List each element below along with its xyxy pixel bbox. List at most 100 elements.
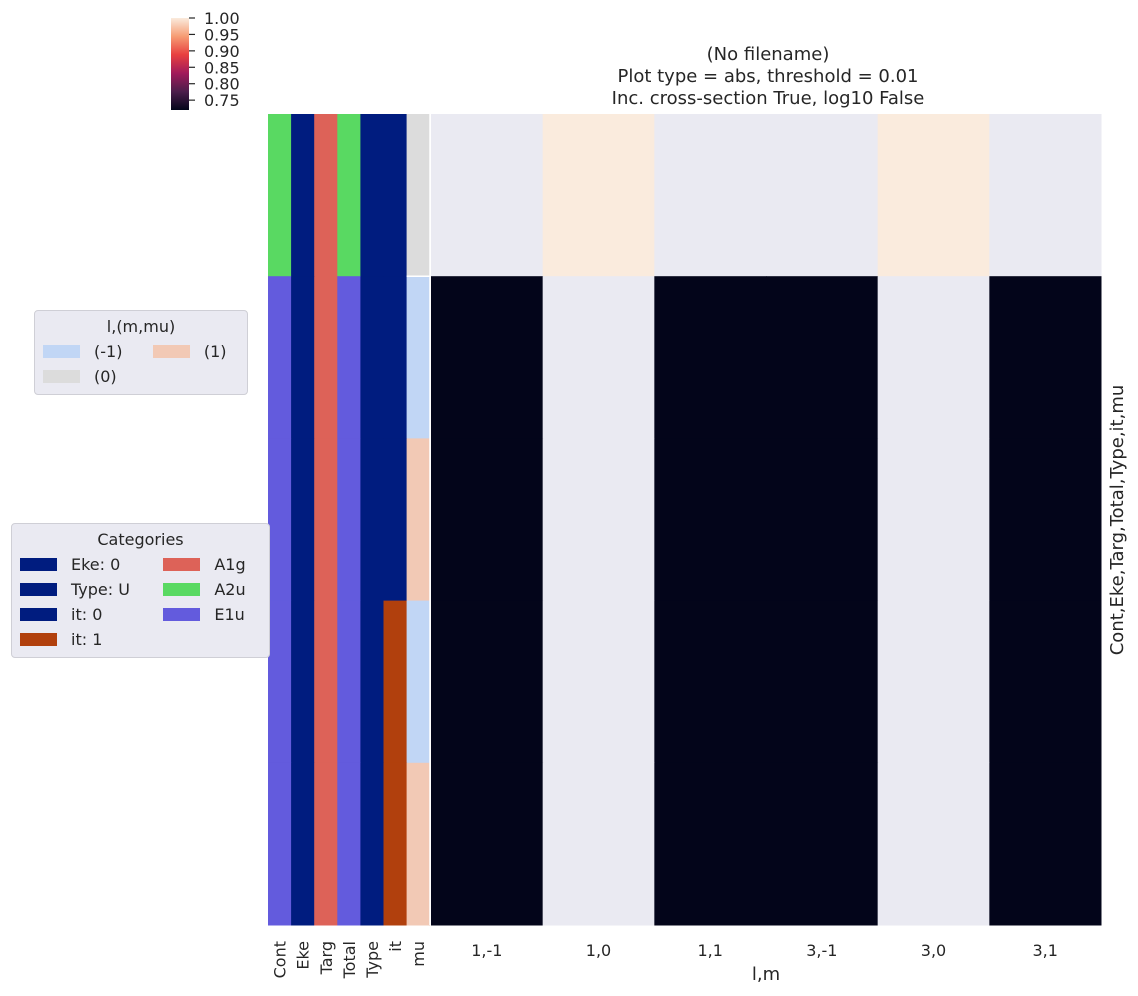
annotation-label: Cont bbox=[271, 941, 290, 978]
legend-categories-swatch bbox=[163, 608, 201, 621]
legend-categories-swatch bbox=[163, 558, 201, 571]
annotation-cell-cont bbox=[268, 600, 292, 764]
legend-lm-label: (-1) bbox=[94, 342, 123, 361]
colorbar-tick-label: 0.85 bbox=[204, 58, 240, 77]
legend-categories-items: Eke: 0 A1g Type: U A2u it: 0 E1u it: 1 bbox=[12, 549, 269, 657]
annotation-cell-total bbox=[337, 438, 361, 602]
chart-title-line-2: Plot type = abs, threshold = 0.01 bbox=[617, 66, 919, 87]
heatmap-cell bbox=[766, 276, 879, 439]
annotation-cell-total bbox=[337, 114, 361, 277]
annotation-cell-it bbox=[383, 438, 408, 602]
heatmap-cell bbox=[877, 114, 990, 277]
colorbar-tick-label: 1.00 bbox=[204, 9, 240, 28]
legend-categories-item: it: 1 bbox=[20, 630, 145, 649]
annotation-cell-type bbox=[360, 438, 384, 602]
annotation-cell-cont bbox=[268, 762, 292, 926]
annotation-cell-cont bbox=[268, 438, 292, 602]
annotation-cell-mu bbox=[406, 276, 431, 439]
heatmap-cell bbox=[542, 762, 655, 926]
annotation-cell-eke bbox=[291, 438, 315, 602]
row-annotation-columns bbox=[268, 114, 432, 926]
annotation-cell-total bbox=[337, 600, 361, 764]
legend-lm-item: (1) bbox=[152, 342, 239, 361]
annotation-cell-mu bbox=[406, 762, 431, 926]
heatmap-cell bbox=[542, 276, 655, 439]
heatmap-cell bbox=[431, 600, 544, 764]
legend-lm-item: (-1) bbox=[43, 342, 135, 361]
annotation-cell-it bbox=[383, 114, 408, 277]
legend-categories-label: A1g bbox=[214, 555, 246, 574]
legend-categories-label: Eke: 0 bbox=[71, 555, 121, 574]
heatmap-cell bbox=[989, 600, 1102, 764]
heatmap-cell bbox=[877, 438, 990, 602]
legend-lm-items: (-1) (1) (0) bbox=[35, 336, 247, 394]
legend-categories: Categories Eke: 0 A1g Type: U A2u it: 0 E1u it… bbox=[11, 523, 270, 658]
legend-categories-label: A2u bbox=[214, 580, 246, 599]
annotation-label: Total bbox=[340, 941, 359, 979]
heatmap-cell bbox=[431, 762, 544, 926]
heatmap-cell bbox=[766, 600, 879, 764]
legend-categories-label: Type: U bbox=[71, 580, 130, 599]
legend-categories-swatch bbox=[20, 558, 57, 571]
colorbar-tick-label: 0.90 bbox=[204, 42, 240, 61]
heatmap-cell bbox=[766, 438, 879, 602]
annotation-cell-type bbox=[360, 762, 384, 926]
legend-categories-swatch bbox=[20, 608, 57, 621]
legend-categories-item: Eke: 0 bbox=[20, 555, 145, 574]
legend-lm-swatch bbox=[43, 370, 80, 383]
annotation-cell-targ bbox=[314, 114, 338, 277]
annotation-label: mu bbox=[409, 941, 428, 967]
y-axis-label: Cont,Eke,Targ,Total,Type,it,mu bbox=[1107, 385, 1128, 656]
colorbar-tick-label: 0.80 bbox=[204, 75, 240, 94]
x-tick-label: 1,0 bbox=[586, 941, 611, 960]
annotation-cell-eke bbox=[291, 762, 315, 926]
x-axis-label: l,m bbox=[752, 964, 780, 985]
annotation-cell-it bbox=[383, 600, 408, 764]
colorbar bbox=[171, 18, 189, 110]
legend-lm-label: (1) bbox=[203, 342, 227, 361]
chart-title-line-3: Inc. cross-section True, log10 False bbox=[611, 88, 925, 109]
legend-lm-label: (0) bbox=[94, 367, 117, 386]
heatmap-cell bbox=[542, 114, 655, 277]
annotation-label: Eke bbox=[294, 941, 313, 970]
x-tick-label: 1,1 bbox=[697, 941, 722, 960]
legend-categories-label: E1u bbox=[214, 605, 245, 624]
heatmap-cell bbox=[431, 114, 544, 277]
legend-categories-label: it: 1 bbox=[71, 630, 103, 649]
colorbar-tick-label: 0.95 bbox=[204, 25, 240, 44]
annotation-cell-it bbox=[383, 276, 408, 439]
heatmap-cell bbox=[431, 276, 544, 439]
heatmap-cell bbox=[766, 762, 879, 926]
annotation-cell-mu bbox=[406, 438, 431, 602]
annotation-cell-targ bbox=[314, 600, 338, 764]
heatmap-cell bbox=[654, 762, 767, 926]
heatmap-cells bbox=[431, 114, 1102, 926]
legend-lm: l,(m,mu) (-1) (1) (0) bbox=[34, 310, 248, 395]
legend-categories-item: Type: U bbox=[20, 580, 145, 599]
heatmap-cell bbox=[654, 114, 767, 277]
annotation-cell-cont bbox=[268, 276, 292, 439]
legend-categories-title: Categories bbox=[97, 530, 184, 549]
annotation-cell-targ bbox=[314, 276, 338, 439]
heatmap-cell bbox=[654, 276, 767, 439]
colorbar-gradient bbox=[171, 18, 189, 110]
x-tick-label: 3,0 bbox=[921, 941, 946, 960]
annotation-cell-mu bbox=[406, 114, 431, 277]
annotation-cell-eke bbox=[291, 114, 315, 277]
annotation-cell-it bbox=[383, 762, 408, 926]
annotation-label: it bbox=[386, 941, 405, 952]
annotation-labels: Cont Eke Targ Total Type it mu bbox=[271, 941, 429, 979]
annotation-cell-eke bbox=[291, 276, 315, 439]
heatmap-cell bbox=[877, 762, 990, 926]
legend-categories-swatch bbox=[163, 583, 201, 596]
heatmap-cell bbox=[542, 600, 655, 764]
heatmap-cell bbox=[989, 114, 1102, 277]
heatmap-cell bbox=[989, 276, 1102, 439]
colorbar-tick-label: 0.75 bbox=[204, 91, 240, 110]
legend-lm-title: l,(m,mu) bbox=[106, 317, 176, 336]
legend-categories-item: it: 0 bbox=[20, 605, 145, 624]
chart-title-line-1: (No filename) bbox=[706, 44, 830, 65]
annotation-cell-targ bbox=[314, 762, 338, 926]
heatmap-cell bbox=[877, 600, 990, 764]
